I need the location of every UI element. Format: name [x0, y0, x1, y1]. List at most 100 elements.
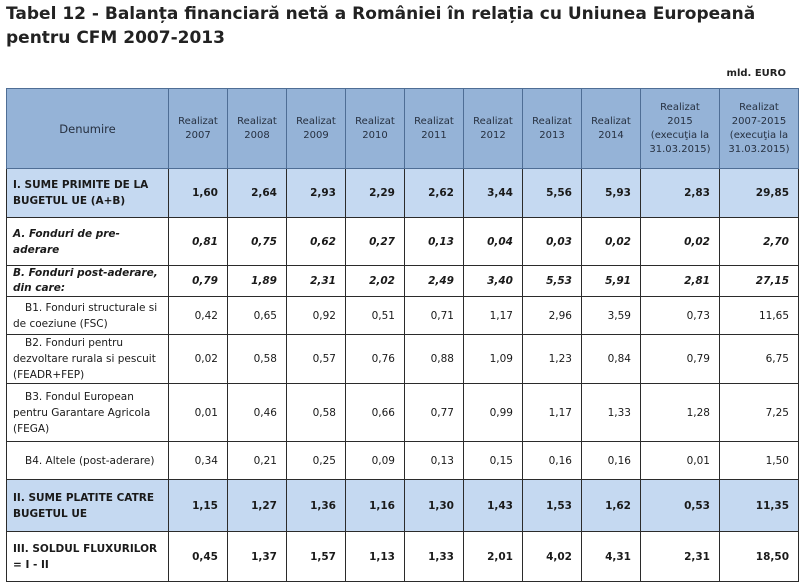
- cell-value: 0,27: [345, 217, 405, 266]
- cell-value: 2,70: [719, 217, 799, 266]
- cell-value: 0,84: [581, 334, 641, 384]
- cell-value: 1,89: [227, 265, 287, 297]
- cell-value: 3,40: [463, 265, 523, 297]
- cell-value: 0,13: [404, 217, 464, 266]
- row-label: I. SUME PRIMITE DE LA BUGETUL UE (A+B): [6, 168, 169, 218]
- cell-value: 2,81: [640, 265, 720, 297]
- cell-value: 11,35: [719, 479, 799, 532]
- header-2007-2015: Realizat 2007-2015 (execuţia la 31.03.20…: [719, 88, 799, 169]
- cell-value: 1,60: [168, 168, 228, 218]
- cell-value: 2,96: [522, 296, 582, 335]
- cell-value: 0,81: [168, 217, 228, 266]
- cell-value: 0,02: [640, 217, 720, 266]
- row-label-text: B4. Altele (post-aderare): [25, 454, 155, 467]
- cell-value: 18,50: [719, 531, 799, 582]
- header-2009: Realizat 2009: [286, 88, 346, 169]
- table-row: B1. Fonduri structurale si de coeziune (…: [6, 296, 799, 335]
- header-2007: Realizat 2007: [168, 88, 228, 169]
- cell-value: 1,30: [404, 479, 464, 532]
- header-2008: Realizat 2008: [227, 88, 287, 169]
- row-label: B3. Fondul European pentru Garantare Agr…: [6, 383, 169, 442]
- cell-value: 5,53: [522, 265, 582, 297]
- cell-value: 3,44: [463, 168, 523, 218]
- cell-value: 1,23: [522, 334, 582, 384]
- cell-value: 29,85: [719, 168, 799, 218]
- header-2011: Realizat 2011: [404, 88, 464, 169]
- cell-value: 1,50: [719, 441, 799, 480]
- table-row: B2. Fonduri pentru dezvoltare rurala si …: [6, 334, 799, 384]
- cell-value: 0,66: [345, 383, 405, 442]
- cell-value: 1,17: [522, 383, 582, 442]
- table-row: B3. Fondul European pentru Garantare Agr…: [6, 383, 799, 442]
- row-label: III. SOLDUL FLUXURILOR = I - II: [6, 531, 169, 582]
- row-label: B2. Fonduri pentru dezvoltare rurala si …: [6, 334, 169, 384]
- cell-value: 0,92: [286, 296, 346, 335]
- row-label: B4. Altele (post-aderare): [6, 441, 169, 480]
- header-2013: Realizat 2013: [522, 88, 582, 169]
- cell-value: 1,16: [345, 479, 405, 532]
- row-label: B. Fonduri post-aderare, din care:: [6, 265, 169, 297]
- table-row: A. Fonduri de pre-aderare 0,81 0,75 0,62…: [6, 217, 799, 266]
- row-label-text: B3. Fondul European pentru Garantare Agr…: [13, 390, 151, 435]
- cell-value: 1,13: [345, 531, 405, 582]
- row-label-text: B2. Fonduri pentru dezvoltare rurala si …: [13, 337, 156, 381]
- cell-value: 1,28: [640, 383, 720, 442]
- cell-value: 1,09: [463, 334, 523, 384]
- cell-value: 0,21: [227, 441, 287, 480]
- cell-value: 1,62: [581, 479, 641, 532]
- cell-value: 1,43: [463, 479, 523, 532]
- cell-value: 2,83: [640, 168, 720, 218]
- cell-value: 1,57: [286, 531, 346, 582]
- cell-value: 1,33: [581, 383, 641, 442]
- cell-value: 1,27: [227, 479, 287, 532]
- cell-value: 0,79: [640, 334, 720, 384]
- cell-value: 0,25: [286, 441, 346, 480]
- cell-value: 2,31: [640, 531, 720, 582]
- cell-value: 2,49: [404, 265, 464, 297]
- cell-value: 5,56: [522, 168, 582, 218]
- cell-value: 1,17: [463, 296, 523, 335]
- cell-value: 0,13: [404, 441, 464, 480]
- cell-value: 0,58: [227, 334, 287, 384]
- header-denumire: Denumire: [6, 88, 169, 169]
- cell-value: 0,76: [345, 334, 405, 384]
- cell-value: 0,51: [345, 296, 405, 335]
- cell-value: 0,45: [168, 531, 228, 582]
- cell-value: 0,16: [581, 441, 641, 480]
- cell-value: 2,62: [404, 168, 464, 218]
- cell-value: 0,03: [522, 217, 582, 266]
- cell-value: 1,37: [227, 531, 287, 582]
- header-2014: Realizat 2014: [581, 88, 641, 169]
- cell-value: 0,58: [286, 383, 346, 442]
- cell-value: 6,75: [719, 334, 799, 384]
- cell-value: 0,04: [463, 217, 523, 266]
- cell-value: 0,57: [286, 334, 346, 384]
- cell-value: 0,75: [227, 217, 287, 266]
- cell-value: 0,01: [168, 383, 228, 442]
- table-title: Tabel 12 - Balanța financiară netă a Rom…: [6, 4, 756, 48]
- cell-value: 0,02: [581, 217, 641, 266]
- cell-value: 0,46: [227, 383, 287, 442]
- cell-value: 0,62: [286, 217, 346, 266]
- cell-value: 3,59: [581, 296, 641, 335]
- cell-value: 0,34: [168, 441, 228, 480]
- cell-value: 0,15: [463, 441, 523, 480]
- cell-value: 0,73: [640, 296, 720, 335]
- cell-value: 0,71: [404, 296, 464, 335]
- cell-value: 0,02: [168, 334, 228, 384]
- row-label: A. Fonduri de pre-aderare: [6, 217, 169, 266]
- cell-value: 0,99: [463, 383, 523, 442]
- header-row: Denumire Realizat 2007 Realizat 2008 Rea…: [6, 88, 799, 169]
- cell-value: 0,53: [640, 479, 720, 532]
- cell-value: 4,02: [522, 531, 582, 582]
- cell-value: 1,36: [286, 479, 346, 532]
- header-2015: Realizat 2015 (execuţia la 31.03.2015): [640, 88, 720, 169]
- cell-value: 5,93: [581, 168, 641, 218]
- cell-value: 2,02: [345, 265, 405, 297]
- cell-value: 0,42: [168, 296, 228, 335]
- cell-value: 0,88: [404, 334, 464, 384]
- cell-value: 2,29: [345, 168, 405, 218]
- cell-value: 0,16: [522, 441, 582, 480]
- table-row: B. Fonduri post-aderare, din care: 0,79 …: [6, 265, 799, 297]
- cell-value: 7,25: [719, 383, 799, 442]
